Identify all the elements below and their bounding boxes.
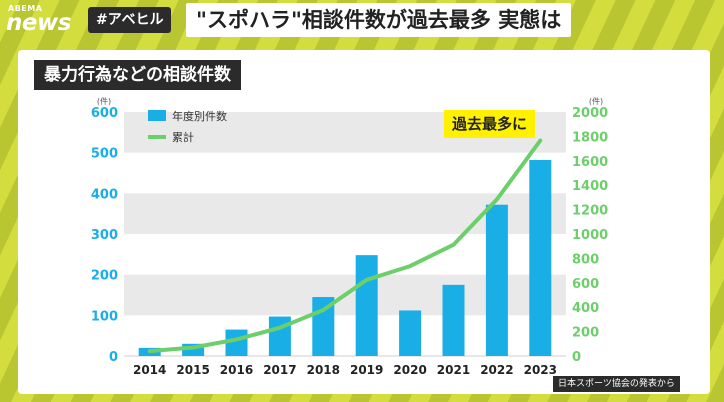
cumulative-point-2021	[453, 244, 454, 246]
x-tick-label: 2014	[133, 363, 166, 377]
y-right-unit: (件)	[589, 96, 603, 106]
bar-2020	[399, 310, 422, 356]
y-right-tick-label: 200	[572, 326, 599, 341]
chart-title: 暴力行為などの相談件数	[34, 60, 241, 90]
y-left-tick-label: 300	[91, 228, 118, 243]
legend-bar-swatch	[148, 110, 166, 121]
cumulative-point-2017	[279, 327, 281, 329]
cumulative-line	[147, 138, 543, 354]
cumulative-point-2015	[192, 346, 194, 348]
headline-banner: "スポハラ"相談件数が過去最多 実態は	[186, 3, 572, 37]
y-left-tick-label: 0	[109, 350, 118, 365]
cumulative-point-2022	[496, 198, 498, 200]
x-tick-label: 2015	[176, 363, 209, 377]
cumulative-point-2020	[409, 265, 411, 267]
y-right-tick-label: 1800	[572, 130, 608, 145]
y-left-tick-label: 500	[91, 147, 118, 162]
y-left-tick-label: 600	[91, 106, 118, 121]
legend-line-label: 累計	[172, 130, 194, 144]
y-right-tick-label: 600	[572, 277, 599, 292]
y-right-tick-label: 1400	[572, 179, 608, 194]
cumulative-point-2014	[149, 350, 151, 352]
x-tick-label: 2020	[393, 363, 426, 377]
x-tick-label: 2018	[307, 363, 340, 377]
y-right-tick-label: 1600	[572, 155, 608, 170]
legend-bar-label: 年度別件数	[172, 109, 227, 123]
x-tick-label: 2023	[524, 363, 557, 377]
y-right-tick-label: 1200	[572, 204, 608, 219]
bar-2021	[442, 284, 465, 356]
x-tick-label: 2022	[480, 363, 513, 377]
cumulative-point-2018	[322, 309, 324, 311]
cumulative-point-2023	[539, 140, 541, 142]
cumulative-point-2016	[236, 339, 237, 341]
y-right-tick-label: 800	[572, 252, 599, 267]
bar-2023	[529, 159, 552, 356]
x-tick-label: 2019	[350, 363, 383, 377]
y-left-tick-label: 400	[91, 187, 118, 202]
hashtag-badge: #アベヒル	[88, 7, 172, 33]
source-note: 日本スポーツ協会の発表から	[553, 376, 680, 392]
bar-2022	[485, 204, 508, 356]
y-right-tick-label: 0	[572, 350, 581, 365]
y-right-tick-label: 1000	[572, 228, 608, 243]
record-high-annotation: 過去最多に	[444, 110, 536, 138]
x-tick-label: 2017	[263, 363, 296, 377]
y-right-tick-label: 400	[572, 301, 599, 316]
y-left-tick-label: 200	[91, 269, 118, 284]
y-right-tick-label: 2000	[572, 106, 608, 121]
bar-2019	[355, 255, 378, 356]
abema-logo-text: ABEMA	[8, 4, 43, 13]
cumulative-point-2019	[366, 279, 368, 281]
x-tick-label: 2016	[220, 363, 253, 377]
y-left-tick-label: 100	[91, 309, 118, 324]
news-logo: news	[6, 10, 71, 36]
y-left-unit: (件)	[97, 96, 111, 106]
x-tick-label: 2021	[437, 363, 470, 377]
header-bar: ABEMA news #アベヒル "スポハラ"相談件数が過去最多 実態は	[0, 0, 724, 42]
